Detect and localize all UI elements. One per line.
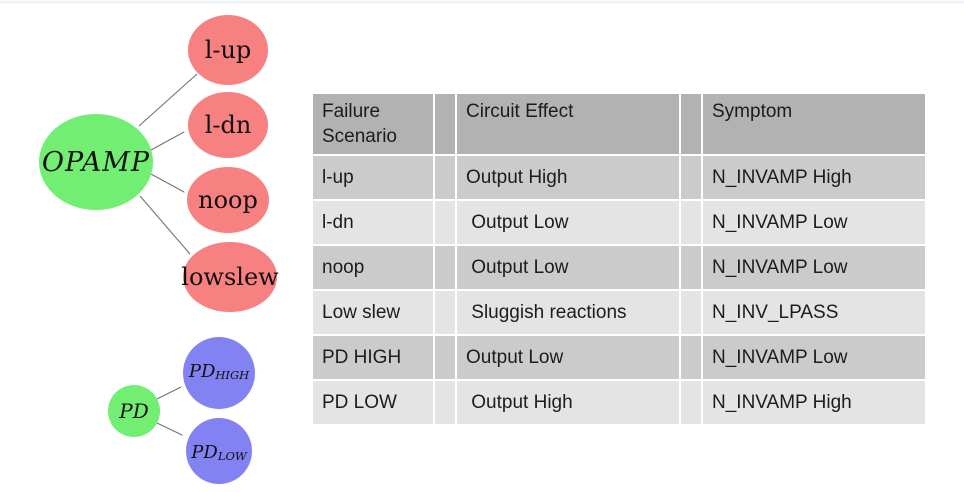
cell-spacer	[681, 156, 701, 199]
cell-effect: Output High	[457, 156, 679, 199]
col-header-failure-scenario: Failure Scenario	[313, 94, 433, 154]
cell-scenario: PD HIGH	[313, 336, 433, 379]
cell-symptom: N_INVAMP High	[703, 156, 925, 199]
arrow-opamp-ldn	[150, 132, 184, 151]
cell-scenario: l-dn	[313, 201, 433, 244]
arrow-opamp-lup	[138, 74, 197, 127]
ldn-node	[188, 92, 268, 158]
cell-spacer	[681, 381, 701, 424]
cell-scenario: Low slew	[313, 291, 433, 334]
lowslew-node-label: lowslew	[181, 263, 279, 291]
cell-effect: Sluggish reactions	[457, 291, 679, 334]
arrow-pd-low	[156, 422, 182, 435]
cell-effect: Output High	[457, 381, 679, 424]
pd-node	[108, 385, 160, 437]
cell-symptom: N_INVAMP Low	[703, 201, 925, 244]
cell-spacer	[681, 336, 701, 379]
cell-spacer	[681, 246, 701, 289]
lup-node-label: l-up	[205, 36, 252, 64]
cell-spacer	[435, 201, 455, 244]
opamp-node-label: OPAMP	[42, 147, 150, 178]
cell-spacer	[681, 201, 701, 244]
arrow-pd-high	[156, 387, 181, 400]
arrow-opamp-lowslew	[139, 195, 190, 254]
pd-low-node	[186, 418, 252, 484]
lowslew-node	[183, 242, 277, 312]
cell-spacer	[435, 336, 455, 379]
header-spacer	[435, 94, 455, 154]
cell-symptom: N_INVAMP High	[703, 381, 925, 424]
cell-spacer	[435, 156, 455, 199]
cell-symptom: N_INVAMP Low	[703, 336, 925, 379]
lup-node	[188, 15, 268, 85]
pd-high-node-label: PDHIGH	[188, 361, 250, 383]
cell-scenario: noop	[313, 246, 433, 289]
opamp-arrows	[138, 74, 197, 254]
pd-high-node	[183, 337, 255, 409]
pd-arrows	[156, 387, 182, 435]
header-spacer	[681, 94, 701, 154]
pd-node-label: PD	[118, 399, 149, 423]
cell-spacer	[435, 246, 455, 289]
noop-node	[187, 167, 269, 233]
cell-effect: Output Low	[457, 201, 679, 244]
cell-scenario: PD LOW	[313, 381, 433, 424]
arrow-opamp-noop	[150, 173, 184, 192]
ldn-node-label: l-dn	[205, 111, 252, 139]
cell-symptom: N_INVAMP Low	[703, 246, 925, 289]
cell-effect: Output Low	[457, 246, 679, 289]
cell-spacer	[435, 381, 455, 424]
fault-tree-diagram: OPAMP l-up l-dn noop lowslew PD PDHIGH	[39, 15, 279, 484]
cell-effect: Output Low	[457, 336, 679, 379]
cell-symptom: N_INV_LPASS	[703, 291, 925, 334]
cell-scenario: l-up	[313, 156, 433, 199]
cell-spacer	[681, 291, 701, 334]
col-header-circuit-effect: Circuit Effect	[457, 94, 679, 154]
opamp-node	[39, 114, 153, 210]
col-header-symptom: Symptom	[703, 94, 925, 154]
window-top-edge	[0, 0, 964, 4]
pd-low-node-label: PDLOW	[190, 442, 248, 464]
cell-spacer	[435, 291, 455, 334]
noop-node-label: noop	[198, 186, 258, 214]
failure-table: Failure Scenario Circuit Effect Symptom …	[313, 94, 925, 424]
